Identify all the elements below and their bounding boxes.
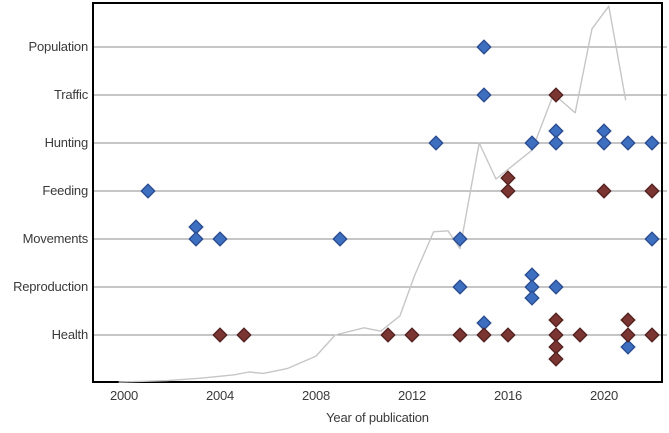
dark-red-diamonds-point [644,327,660,343]
dark-red-diamonds-point [476,327,492,343]
dark-red-diamonds-point [596,183,612,199]
dark-red-diamonds-point [572,327,588,343]
blue-diamonds-point [548,135,564,151]
x-axis-title: Year of publication [326,410,429,425]
x-tick-2008: 2008 [301,388,331,403]
x-tick-2016: 2016 [493,388,523,403]
dark-red-diamonds-point [236,327,252,343]
dark-red-diamonds-point [548,351,564,367]
blue-diamonds-point [212,231,228,247]
dark-red-diamonds-point [548,87,564,103]
blue-diamonds-point [548,279,564,295]
dark-red-diamonds-point [620,312,636,328]
blue-diamonds-point [644,135,660,151]
x-tick-2020: 2020 [589,388,619,403]
blue-diamonds-point [620,339,636,355]
blue-diamonds-point [644,231,660,247]
category-label-traffic: Traffic [54,87,88,102]
category-label-feeding: Feeding [42,183,88,198]
blue-diamonds-point [452,231,468,247]
x-tick-2000: 2000 [109,388,139,403]
dark-red-diamonds-point [644,183,660,199]
blue-diamonds-point [188,231,204,247]
dark-red-diamonds-point [404,327,420,343]
blue-diamonds-point [332,231,348,247]
dark-red-diamonds-point [500,327,516,343]
category-label-hunting: Hunting [44,135,89,150]
x-tick-2012: 2012 [397,388,427,403]
category-label-movements: Movements [22,231,89,246]
plot-border [92,2,663,383]
dark-red-diamonds-point [380,327,396,343]
category-label-reproduction: Reproduction [13,279,88,294]
blue-diamonds-point [452,279,468,295]
x-tick-2004: 2004 [205,388,235,403]
blue-diamonds-point [140,183,156,199]
blue-diamonds-point [596,135,612,151]
dark-red-diamonds-point [212,327,228,343]
blue-diamonds-point [620,135,636,151]
dark-red-diamonds-point [548,312,564,328]
blue-diamonds-point [476,87,492,103]
dark-red-diamonds-point [500,183,516,199]
blue-diamonds-point [428,135,444,151]
dark-red-diamonds-point [452,327,468,343]
blue-diamonds-point [476,39,492,55]
blue-diamonds-point [524,290,540,306]
blue-diamonds-point [524,135,540,151]
publications-trend-line [118,5,627,383]
category-label-population: Population [28,39,89,54]
category-label-health: Health [51,327,89,342]
dark-red-diamonds-point [620,327,636,343]
